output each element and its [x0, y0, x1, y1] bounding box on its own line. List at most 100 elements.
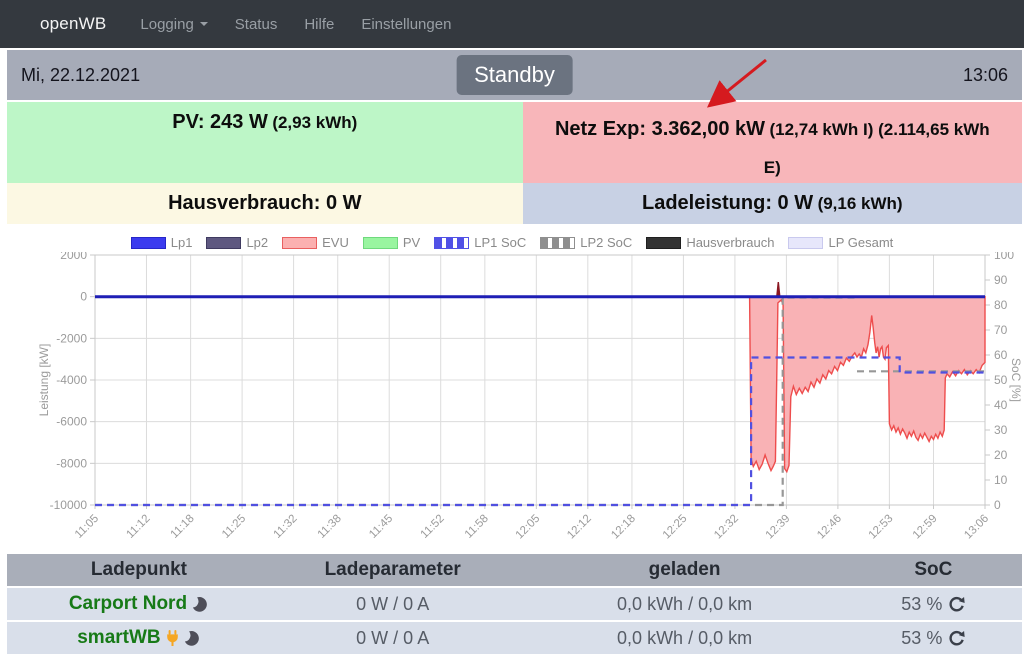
x-axis-tick-label: 11:05: [73, 513, 101, 541]
chevron-down-icon: [199, 22, 208, 26]
legend-item-pv[interactable]: PV: [362, 235, 420, 250]
grid-value: Netz Exp: 3.362,00 kW: [554, 118, 766, 140]
plug-icon: [166, 630, 178, 646]
nav-item-einstellungen[interactable]: Einstellungen: [361, 15, 452, 33]
house-consumption-tile: Hausverbrauch: 0 W: [7, 183, 523, 224]
x-axis-tick-label: 11:45: [367, 513, 395, 541]
soc-axis-tick-label: 80: [994, 298, 1008, 312]
house-value: Hausverbrauch: 0 W: [168, 192, 362, 214]
soc-value: 53 %: [901, 627, 943, 648]
series-lp2-soc: [95, 296, 857, 507]
moon-icon: [184, 630, 199, 646]
x-axis-tick-label: 12:32: [712, 513, 741, 542]
column-header-ladepunkt: Ladepunkt: [90, 559, 187, 580]
x-axis-tick-label: 11:52: [419, 513, 447, 541]
legend-item-lp2-soc[interactable]: LP2 SoC: [540, 235, 632, 250]
pv-value: PV: 243 W: [172, 111, 268, 133]
legend-swatch: [788, 236, 824, 249]
x-axis-tick-label: 11:12: [124, 513, 152, 541]
charge-params-cell: 0 W / 0 A: [356, 593, 430, 614]
charge-mode-button[interactable]: Standby: [456, 55, 573, 95]
power-tiles: PV: 243 W (2,93 kWh) Netz Exp: 3.362,00 …: [7, 102, 1022, 224]
chargepoint-row: smartWB 0 W / 0 A 0,0 kWh / 0,0 km 53 %: [7, 620, 1022, 654]
soc-cell: 53 %: [799, 628, 1022, 649]
moon-icon: [192, 596, 207, 612]
legend-item-lp-gesamt[interactable]: LP Gesamt: [788, 235, 893, 250]
legend-label: LP2 SoC: [580, 235, 633, 250]
series-evu: [95, 296, 986, 474]
y-axis-tick-label: -4000: [56, 373, 87, 387]
chargepoint-name-cell: smartWB: [7, 627, 271, 649]
y-axis-title: Leistung [kW]: [37, 344, 51, 417]
soc-axis-tick-label: 20: [994, 448, 1008, 462]
legend-swatch: [282, 236, 318, 249]
legend-item-lp1-soc[interactable]: LP1 SoC: [434, 235, 526, 250]
column-header-soc: SoC: [914, 559, 953, 580]
charged-energy-cell: 0,0 kWh / 0,0 km: [617, 593, 753, 614]
status-bar: Mi, 22.12.2021 Standby 13:06: [7, 50, 1022, 100]
y-axis-tick-label: -8000: [56, 456, 87, 470]
charge-params-cell: 0 W / 0 A: [356, 627, 430, 648]
pv-energy: (2,93 kWh): [272, 113, 358, 132]
power-chart: Lp1 Lp2 EVU PV LP1 SoC LP2 SoC Hausverbrauch LP…: [0, 224, 1024, 552]
charged-energy-cell: 0,0 kWh / 0,0 km: [617, 627, 753, 648]
legend-swatch: [434, 236, 470, 249]
column-header-ladeparameter: Ladeparameter: [324, 559, 461, 580]
chart-canvas: 20000-2000-4000-6000-8000-10000100908070…: [37, 248, 1023, 542]
charge-power-tile: Ladeleistung: 0 W (9,16 kWh): [522, 183, 1022, 224]
series-lp1-soc: [95, 356, 985, 507]
x-axis-tick-label: 12:18: [609, 513, 638, 542]
x-axis-tick-label: 11:25: [220, 513, 248, 541]
legend-item-lp1[interactable]: Lp1: [130, 235, 192, 250]
chart-legend: Lp1 Lp2 EVU PV LP1 SoC LP2 SoC Hausverbrauch LP…: [0, 233, 1024, 252]
x-axis-tick-label: 12:46: [815, 513, 844, 542]
current-date: Mi, 22.12.2021: [21, 64, 141, 85]
soc-axis-tick-label: 0: [994, 498, 1001, 512]
soc-value: 53 %: [901, 593, 943, 614]
legend-label: LP1 SoC: [474, 235, 527, 250]
refresh-soc-icon[interactable]: [948, 596, 965, 613]
soc-axis-tick-label: 10: [994, 473, 1008, 487]
charge-energy: (9,16 kWh): [817, 194, 903, 213]
legend-item-lp2[interactable]: Lp2: [206, 235, 268, 250]
refresh-soc-icon[interactable]: [948, 630, 965, 647]
x-axis-tick-label: 13:06: [962, 513, 991, 542]
legend-item-hausverbrauch[interactable]: Hausverbrauch: [646, 235, 774, 250]
legend-label: Hausverbrauch: [686, 235, 775, 250]
legend-label: LP Gesamt: [828, 235, 894, 250]
soc-axis-tick-label: 30: [994, 423, 1008, 437]
soc-cell: 53 %: [799, 594, 1022, 615]
x-axis-tick-label: 12:59: [911, 513, 940, 542]
soc-axis-tick-label: 70: [994, 323, 1008, 337]
nav-item-hilfe[interactable]: Hilfe: [304, 15, 335, 33]
x-axis-tick-label: 11:58: [463, 513, 491, 541]
soc-axis-tick-label: 90: [994, 273, 1008, 287]
column-header-geladen: geladen: [648, 559, 721, 580]
grid-tile: Netz Exp: 3.362,00 kW (12,74 kWh I) (2.1…: [522, 102, 1022, 183]
chargepoint-row: Carport Nord 0 W / 0 A 0,0 kWh / 0,0 km 53 …: [7, 586, 1022, 620]
legend-swatch: [646, 236, 682, 249]
soc-axis-title: SoC [%]: [1009, 358, 1023, 402]
soc-axis-tick-label: 40: [994, 398, 1008, 412]
legend-swatch: [540, 236, 576, 249]
chargepoint-table: Ladepunkt Ladeparameter geladen SoC Carport…: [7, 554, 1022, 654]
series-evu-import-spitze: [776, 282, 781, 298]
nav-item-logging[interactable]: Logging: [140, 16, 208, 33]
chargepoint-name: smartWB: [77, 627, 200, 649]
soc-axis-tick-label: 50: [994, 373, 1008, 387]
chargepoint-name: Carport Nord: [69, 593, 209, 615]
brand-logo[interactable]: openWB: [40, 14, 107, 33]
nav-item-status[interactable]: Status: [234, 15, 278, 33]
legend-item-evu[interactable]: EVU: [282, 235, 349, 250]
x-axis-tick-label: 11:38: [316, 513, 344, 541]
x-axis-tick-label: 12:25: [661, 513, 690, 542]
legend-swatch: [362, 236, 398, 249]
y-axis-tick-label: -2000: [56, 331, 87, 345]
nav-menu: Logging Status Hilfe Einstellungen: [140, 16, 451, 33]
charge-value: Ladeleistung: 0 W: [641, 192, 814, 214]
current-time: 13:06: [962, 64, 1008, 85]
x-axis-tick-label: 12:05: [514, 513, 543, 542]
x-axis-tick-label: 11:32: [271, 513, 299, 541]
y-axis-tick-label: 0: [80, 290, 87, 304]
